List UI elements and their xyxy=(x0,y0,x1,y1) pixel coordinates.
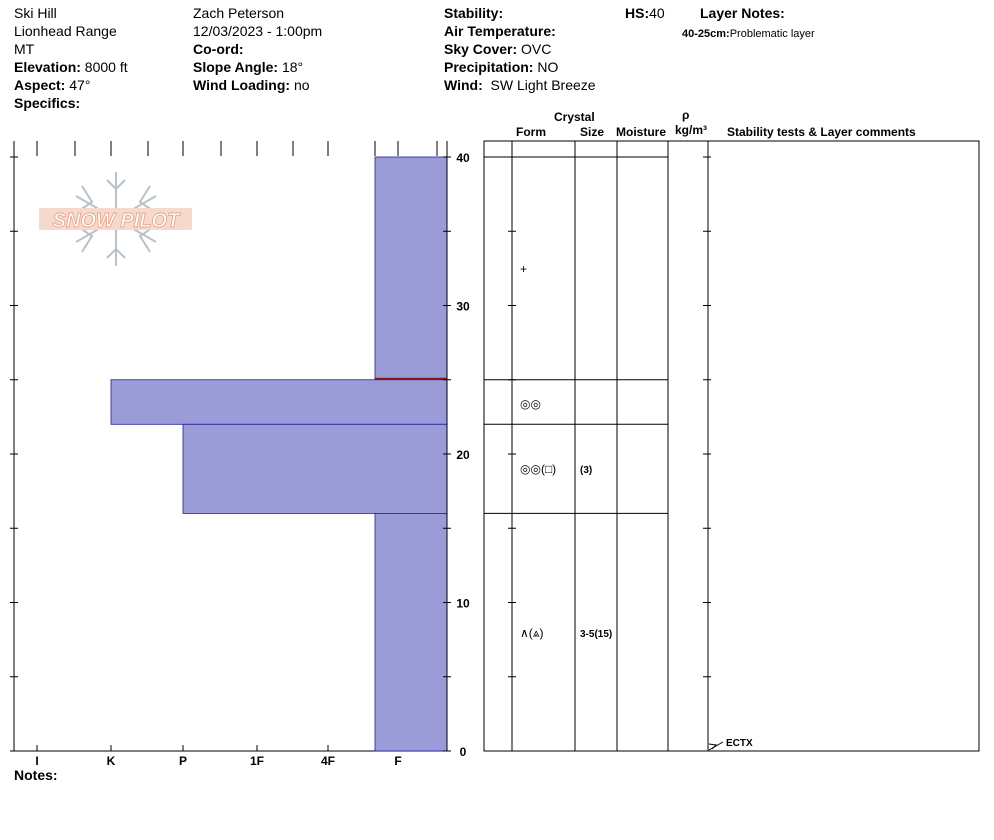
layer-note-text: Problematic layer xyxy=(729,28,815,40)
wind-value: SW Light Breeze xyxy=(490,77,596,93)
hardness-bar xyxy=(182,423,448,514)
coord-label: Co-ord: xyxy=(193,41,244,57)
density-unit-header: kg/m³ xyxy=(675,123,708,137)
precip-row: Precipitation: NO xyxy=(444,58,558,76)
wind-loading-label: Wind Loading: xyxy=(193,77,291,93)
slope-value: 18° xyxy=(281,59,304,75)
stability-test-pointer xyxy=(708,741,724,751)
y-tick-label: 0 xyxy=(460,745,467,759)
elevation-row: Elevation: 8000 ft xyxy=(14,58,128,76)
y-tick-label: 30 xyxy=(456,300,470,314)
notes-label: Notes: xyxy=(14,767,58,783)
form-header: Form xyxy=(516,125,546,139)
specifics-label: Specifics: xyxy=(14,95,81,111)
stability-test-label: ECTX xyxy=(726,738,753,749)
layer-notes-title: Layer Notes: xyxy=(700,5,785,21)
wind-loading-value: no xyxy=(293,77,310,93)
hs-label: HS: xyxy=(625,5,650,21)
hardness-bar xyxy=(374,156,448,381)
hs-row: HS:40 xyxy=(625,4,665,22)
crystal-form-symbol: ◎◎ xyxy=(520,397,541,411)
observer: Zach Peterson xyxy=(193,5,285,21)
datetime: 12/03/2023 - 1:00pm xyxy=(193,23,323,39)
elevation-value: 8000 ft xyxy=(84,59,128,75)
layer-note-range: 40-25cm: xyxy=(682,28,730,40)
stability-test-arrowhead xyxy=(708,743,718,750)
sky-row: Sky Cover: OVC xyxy=(444,40,551,58)
stability-label: Stability: xyxy=(444,5,504,21)
mountain-range: Lionhead Range xyxy=(14,23,117,39)
sky-label: Sky Cover: xyxy=(444,41,518,57)
x-tick-label: 1F xyxy=(250,754,264,768)
hs-value: 40 xyxy=(649,5,665,21)
x-tick-label: K xyxy=(107,754,116,768)
layer-table-frame xyxy=(483,140,980,752)
comments-header: Stability tests & Layer comments xyxy=(727,125,916,139)
rho-header: ρ xyxy=(682,108,690,122)
crystal-form-symbol: ∧(⩓) xyxy=(520,626,544,640)
moisture-header: Moisture xyxy=(616,125,667,139)
wind-row: Wind: SW Light Breeze xyxy=(444,76,596,94)
crystal-header: Crystal xyxy=(554,110,595,124)
precip-label: Precipitation: xyxy=(444,59,534,75)
x-tick-label: P xyxy=(179,754,187,768)
crystal-form-symbol: ◎◎(□) xyxy=(520,462,556,476)
x-tick-label: 4F xyxy=(321,754,335,768)
logo-text: SNOW PILOT xyxy=(53,210,181,232)
size-header: Size xyxy=(580,125,605,139)
slope-label: Slope Angle: xyxy=(193,59,279,75)
crystal-size-label: 3-5(15) xyxy=(580,629,612,640)
slope-row: Slope Angle: 18° xyxy=(193,58,303,76)
elevation-label: Elevation: xyxy=(14,59,81,75)
wind-label: Wind: xyxy=(444,77,483,93)
aspect-value: 47° xyxy=(69,77,91,93)
crystal-form-symbol: + xyxy=(520,262,527,276)
location: Ski Hill xyxy=(14,5,57,21)
y-tick-label: 10 xyxy=(456,597,470,611)
state: MT xyxy=(14,41,35,57)
hardness-bar xyxy=(110,379,448,425)
precip-value: NO xyxy=(537,59,559,75)
x-tick-label: I xyxy=(35,754,38,768)
hardness-bar xyxy=(374,513,448,752)
crystal-size-label: (3) xyxy=(580,465,592,476)
aspect-label: Aspect: xyxy=(14,77,66,93)
x-tick-label: F xyxy=(394,754,401,768)
y-tick-label: 40 xyxy=(456,151,470,165)
snow-pilot-logo: SNOW PILOT xyxy=(39,172,192,266)
air-temp-label: Air Temperature: xyxy=(444,23,556,39)
sky-value: OVC xyxy=(521,41,552,57)
layer-note-row: 40-25cm:Problematic layer xyxy=(682,23,815,41)
wind-loading-row: Wind Loading: no xyxy=(193,76,310,94)
y-tick-label: 20 xyxy=(456,448,470,462)
aspect-row: Aspect: 47° xyxy=(14,76,90,94)
